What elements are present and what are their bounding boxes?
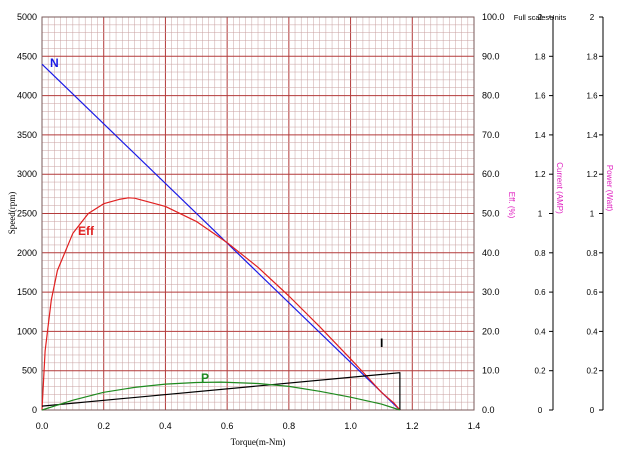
plot-frame (41, 16, 475, 411)
eff-tick-label: 20.0 (482, 326, 500, 336)
x-tick-label: 0.4 (159, 421, 172, 431)
power-tick-label: 0.2 (586, 367, 598, 376)
power-tick-label: 0 (590, 406, 595, 415)
current-tick-label: 1.6 (534, 92, 546, 101)
eff-tick-label: 60.0 (482, 169, 500, 179)
current-tick-label: 0 (538, 406, 543, 415)
x-tick-label: 0.0 (36, 421, 49, 431)
current-tick-label: 1.2 (534, 170, 546, 179)
x-tick-labels: 0.0 0.2 0.4 0.6 0.8 1.0 1.2 1.4 (36, 421, 481, 431)
x-axis-title: Torque(m-Nm) (231, 437, 286, 447)
eff-axis: 0.0 10.0 20.0 30.0 40.0 50.0 60.0 70.0 80.0 90.0 1… (482, 12, 505, 415)
y-tick-label: 3500 (17, 130, 37, 140)
full-scale-header: Full scalesUnits (514, 13, 567, 22)
series-label-n: N (50, 56, 59, 70)
current-tick-label: 2 (538, 13, 543, 22)
series-line-eff (41, 197, 401, 411)
series-line-p (41, 381, 401, 411)
x-tick-label: 0.2 (97, 421, 110, 431)
power-tick-label: 1.4 (586, 131, 598, 140)
eff-tick-label: 30.0 (482, 287, 500, 297)
x-tick-label: 1.4 (468, 421, 481, 431)
series-label-eff: Eff (78, 224, 95, 238)
power-tick-label: 1.2 (586, 170, 598, 179)
series-label-i: I (380, 336, 383, 350)
current-tick-label: 1.8 (534, 52, 546, 61)
y-tick-label: 3000 (17, 169, 37, 179)
eff-tick-label: 10.0 (482, 366, 500, 376)
current-tick-label: 0.8 (534, 249, 546, 258)
current-tick-label: 1 (538, 210, 543, 219)
y-tick-label: 5000 (17, 12, 37, 22)
power-tick-label: 2 (590, 13, 595, 22)
y-tick-label: 1000 (17, 326, 37, 336)
x-tick-label: 0.6 (221, 421, 234, 431)
y-tick-label: 2000 (17, 248, 37, 258)
current-axis: 0 0.2 0.4 0.6 0.8 1 1.2 1.4 1.6 1.8 2 (534, 13, 554, 415)
y-axis-title: Speed(rpm) (7, 192, 17, 235)
y-tick-label: 500 (22, 366, 37, 376)
series-label-p: P (201, 371, 209, 385)
power-tick-label: 1.6 (586, 92, 598, 101)
y-tick-label: 0 (32, 405, 37, 415)
series-group (41, 63, 401, 411)
x-tick-label: 0.8 (283, 421, 296, 431)
current-tick-label: 0.6 (534, 288, 546, 297)
power-tick-label: 0.4 (586, 327, 598, 336)
series-line-i (41, 372, 401, 410)
current-tick-label: 0.2 (534, 367, 546, 376)
y-tick-labels: 0 500 1000 1500 2000 2500 3000 3500 4000 4500 5000 (17, 12, 37, 415)
y-tick-label: 1500 (17, 287, 37, 297)
current-tick-label: 0.4 (534, 327, 546, 336)
eff-tick-label: 100.0 (482, 12, 505, 22)
power-axis: 0 0.2 0.4 0.6 0.8 1 1.2 1.4 1.6 1.8 2 (586, 13, 604, 415)
eff-tick-label: 50.0 (482, 209, 500, 219)
y-tick-label: 4000 (17, 91, 37, 101)
eff-tick-label: 90.0 (482, 51, 500, 61)
y-tick-label: 4500 (17, 51, 37, 61)
eff-tick-label: 80.0 (482, 91, 500, 101)
grid (42, 17, 474, 410)
eff-tick-label: 0.0 (482, 405, 495, 415)
power-tick-label: 0.8 (586, 249, 598, 258)
power-tick-label: 1 (590, 210, 595, 219)
eff-tick-label: 70.0 (482, 130, 500, 140)
current-axis-title: Current (AMP) (555, 162, 564, 214)
eff-tick-label: 40.0 (482, 248, 500, 258)
x-tick-label: 1.0 (344, 421, 357, 431)
power-tick-label: 1.8 (586, 52, 598, 61)
series-line-n (41, 63, 401, 411)
power-tick-label: 0.6 (586, 288, 598, 297)
power-axis-title: Power (Watt) (605, 165, 614, 212)
x-tick-label: 1.2 (406, 421, 419, 431)
current-tick-label: 1.4 (534, 131, 546, 140)
eff-axis-title: Eff. (%) (507, 192, 516, 219)
y-tick-label: 2500 (17, 209, 37, 219)
